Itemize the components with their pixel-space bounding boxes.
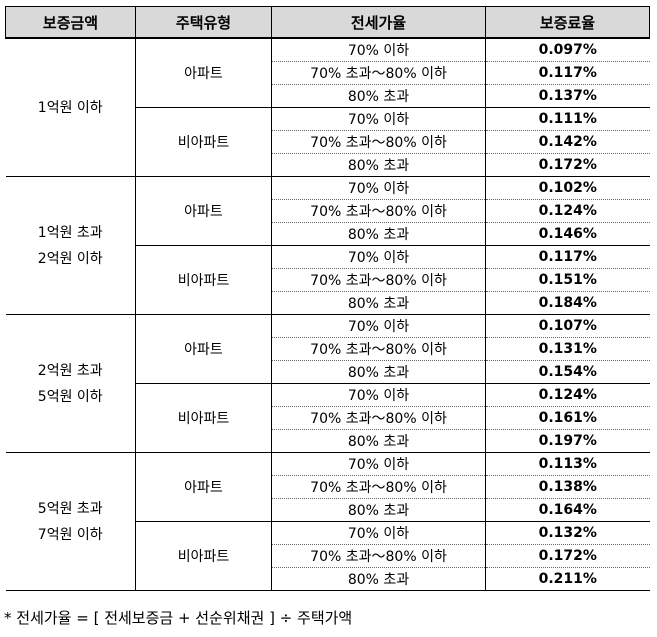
header-amount: 보증금액 bbox=[5, 6, 136, 39]
amount-cell: 2억원 초과 5억원 이하 bbox=[5, 314, 136, 453]
amount-line: 2억원 초과 bbox=[37, 362, 103, 379]
ratio-cell: 70% 이하 bbox=[271, 383, 486, 407]
table-row: 70% 초과～80% 이하 0.138% bbox=[6, 475, 650, 499]
table-row: 80% 초과 0.211% bbox=[6, 567, 650, 591]
table-row: 80% 초과 0.197% bbox=[6, 429, 650, 453]
ratio-cell: 70% 이하 bbox=[271, 521, 486, 545]
housing-type-cell: 비아파트 bbox=[135, 107, 272, 177]
guarantee-fee-table: 보증금액 주택유형 전세가율 보증료율 1억원 이하 아파트 70% 이하 0.097… bbox=[5, 6, 650, 591]
ratio-cell: 70% 이하 bbox=[271, 245, 486, 269]
rate-cell: 0.131% bbox=[485, 337, 650, 361]
ratio-cell: 80% 초과 bbox=[271, 222, 486, 246]
rate-cell: 0.184% bbox=[485, 291, 650, 315]
rate-cell: 0.161% bbox=[485, 406, 650, 430]
rate-cell: 0.097% bbox=[485, 37, 650, 62]
housing-type-cell: 비아파트 bbox=[135, 245, 272, 315]
table-row: 70% 초과～80% 이하 0.161% bbox=[6, 406, 650, 430]
ratio-cell: 70% 초과～80% 이하 bbox=[271, 544, 486, 568]
rate-cell: 0.124% bbox=[485, 199, 650, 223]
amount-cell: 1억원 초과 2억원 이하 bbox=[5, 176, 136, 315]
rate-cell: 0.172% bbox=[485, 153, 650, 177]
amount-cell: 5억원 초과 7억원 이하 bbox=[5, 452, 136, 591]
ratio-cell: 70% 초과～80% 이하 bbox=[271, 475, 486, 499]
rate-cell: 0.124% bbox=[485, 383, 650, 407]
table-row: 80% 초과 0.184% bbox=[6, 291, 650, 315]
amount-line: 5억원 이하 bbox=[37, 388, 103, 405]
housing-type-cell: 비아파트 bbox=[135, 521, 272, 591]
table-row: 비아파트 70% 이하 0.117% bbox=[6, 245, 650, 315]
ratio-cell: 70% 초과～80% 이하 bbox=[271, 130, 486, 154]
housing-type-cell: 아파트 bbox=[135, 314, 272, 384]
rate-cell: 0.113% bbox=[485, 452, 650, 476]
rate-cell: 0.138% bbox=[485, 475, 650, 499]
ratio-cell: 80% 초과 bbox=[271, 498, 486, 522]
header-rate: 보증료율 bbox=[485, 6, 650, 39]
ratio-cell: 80% 초과 bbox=[271, 567, 486, 591]
ratio-cell: 70% 초과～80% 이하 bbox=[271, 199, 486, 223]
ratio-cell: 70% 초과～80% 이하 bbox=[271, 268, 486, 292]
amount-line: 1억원 초과 bbox=[37, 224, 103, 241]
table-row: 70% 초과～80% 이하 0.124% bbox=[6, 199, 650, 223]
ratio-cell: 70% 이하 bbox=[271, 176, 486, 200]
rate-cell: 0.132% bbox=[485, 521, 650, 545]
rate-cell: 0.137% bbox=[485, 84, 650, 108]
ratio-cell: 70% 이하 bbox=[271, 107, 486, 131]
ratio-cell: 70% 초과～80% 이하 bbox=[271, 406, 486, 430]
table-row: 비아파트 70% 이하 0.111% bbox=[6, 107, 650, 177]
rate-cell: 0.107% bbox=[485, 314, 650, 338]
ratio-cell: 70% 이하 bbox=[271, 37, 486, 62]
ratio-cell: 70% 이하 bbox=[271, 314, 486, 338]
rate-cell: 0.117% bbox=[485, 245, 650, 269]
housing-type-cell: 비아파트 bbox=[135, 383, 272, 453]
rate-cell: 0.146% bbox=[485, 222, 650, 246]
ratio-cell: 70% 초과～80% 이하 bbox=[271, 337, 486, 361]
table-row: 비아파트 70% 이하 0.132% bbox=[6, 521, 650, 591]
table-row: 5억원 초과 7억원 이하 아파트 70% 이하 0.113% bbox=[5, 452, 650, 591]
amount-line: 2억원 이하 bbox=[37, 250, 103, 267]
header-row: 보증금액 주택유형 전세가율 보증료율 bbox=[5, 6, 650, 39]
table-row: 70% 초과～80% 이하 0.151% bbox=[6, 268, 650, 292]
amount-line: 1억원 이하 bbox=[37, 99, 103, 116]
amount-line: 5억원 초과 bbox=[37, 500, 103, 517]
rate-cell: 0.164% bbox=[485, 498, 650, 522]
header-ratio: 전세가율 bbox=[271, 6, 486, 39]
ratio-cell: 80% 초과 bbox=[271, 153, 486, 177]
ratio-cell: 80% 초과 bbox=[271, 84, 486, 108]
rate-cell: 0.151% bbox=[485, 268, 650, 292]
table-row: 비아파트 70% 이하 0.124% bbox=[6, 383, 650, 453]
table-body: 1억원 이하 아파트 70% 이하 0.097% 70% 초과～80% 이하 0.117%… bbox=[5, 37, 650, 591]
table-row: 2억원 초과 5억원 이하 아파트 70% 이하 0.107% bbox=[5, 314, 650, 453]
ratio-cell: 70% 이하 bbox=[271, 452, 486, 476]
table-row: 70% 초과～80% 이하 0.131% bbox=[6, 337, 650, 361]
rate-cell: 0.154% bbox=[485, 360, 650, 384]
rate-cell: 0.117% bbox=[485, 61, 650, 85]
housing-type-cell: 아파트 bbox=[135, 176, 272, 246]
ratio-cell: 70% 초과～80% 이하 bbox=[271, 61, 486, 85]
ratio-cell: 80% 초과 bbox=[271, 360, 486, 384]
ratio-cell: 80% 초과 bbox=[271, 429, 486, 453]
housing-type-cell: 아파트 bbox=[135, 452, 272, 522]
rate-cell: 0.142% bbox=[485, 130, 650, 154]
rate-cell: 0.211% bbox=[485, 567, 650, 591]
rate-cell: 0.111% bbox=[485, 107, 650, 131]
rate-cell: 0.197% bbox=[485, 429, 650, 453]
footnote: * 전세가율 = [ 전세보증금 + 선순위채권 ] ÷ 주택가액 bbox=[4, 609, 353, 627]
table-row: 80% 초과 0.137% bbox=[6, 84, 650, 108]
rate-cell: 0.172% bbox=[485, 544, 650, 568]
housing-type-cell: 아파트 bbox=[135, 37, 272, 108]
table-row: 1억원 초과 2억원 이하 아파트 70% 이하 0.102% bbox=[5, 176, 650, 315]
table-row: 80% 초과 0.164% bbox=[6, 498, 650, 522]
amount-line: 7억원 이하 bbox=[37, 526, 103, 543]
rate-cell: 0.102% bbox=[485, 176, 650, 200]
table-row: 80% 초과 0.154% bbox=[6, 360, 650, 384]
table-row: 70% 초과～80% 이하 0.142% bbox=[6, 130, 650, 154]
table-row: 1억원 이하 아파트 70% 이하 0.097% bbox=[5, 37, 650, 177]
table-row: 70% 초과～80% 이하 0.117% bbox=[6, 61, 650, 85]
ratio-cell: 80% 초과 bbox=[271, 291, 486, 315]
table-row: 70% 초과～80% 이하 0.172% bbox=[6, 544, 650, 568]
header-housing-type: 주택유형 bbox=[135, 6, 272, 39]
amount-cell: 1억원 이하 bbox=[5, 37, 136, 177]
